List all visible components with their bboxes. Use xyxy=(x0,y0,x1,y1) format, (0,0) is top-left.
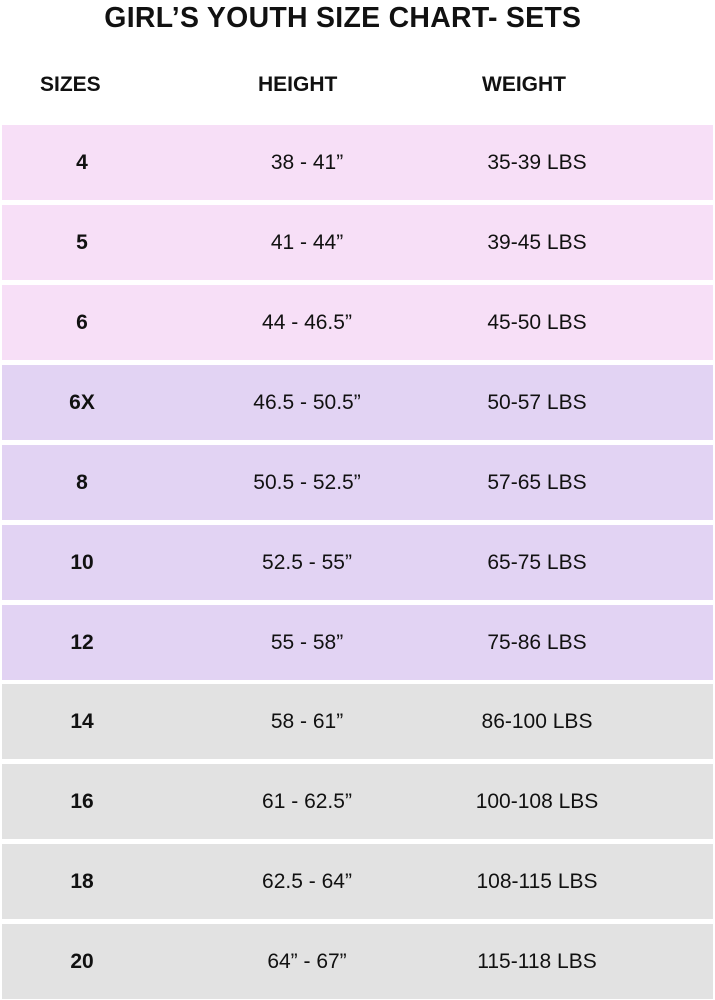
page-title: GIRL’S YOUTH SIZE CHART- SETS xyxy=(104,2,582,34)
weight-cell: 115-118 LBS xyxy=(477,950,597,973)
weight-cell: 45-50 LBS xyxy=(487,311,587,334)
table-row: 20 64” - 67” 115-118 LBS xyxy=(2,924,713,999)
table-row: 16 61 - 62.5” 100-108 LBS xyxy=(2,764,713,839)
weight-cell: 50-57 LBS xyxy=(487,391,587,414)
table-row: 14 58 - 61” 86-100 LBS xyxy=(2,684,713,759)
header-weight: WEIGHT xyxy=(482,73,566,96)
table-row: 10 52.5 - 55” 65-75 LBS xyxy=(2,525,713,600)
height-cell: 41 - 44” xyxy=(270,231,344,254)
height-cell: 62.5 - 64” xyxy=(262,870,352,893)
weight-cell: 39-45 LBS xyxy=(487,231,587,254)
size-cell: 6X xyxy=(69,391,95,414)
weight-cell: 75-86 LBS xyxy=(487,631,587,654)
weight-cell: 100-108 LBS xyxy=(475,790,599,813)
size-cell: 14 xyxy=(70,710,94,733)
weight-cell: 108-115 LBS xyxy=(476,870,598,893)
weight-cell: 57-65 LBS xyxy=(487,471,587,494)
weight-cell: 65-75 LBS xyxy=(487,551,587,574)
size-cell: 10 xyxy=(70,551,94,574)
table-row: 4 38 - 41” 35-39 LBS xyxy=(2,125,713,200)
height-cell: 61 - 62.5” xyxy=(262,790,352,813)
height-cell: 46.5 - 50.5” xyxy=(253,391,361,414)
table-row: 12 55 - 58” 75-86 LBS xyxy=(2,605,713,680)
height-cell: 64” - 67” xyxy=(267,950,347,973)
height-cell: 58 - 61” xyxy=(270,710,344,733)
table-row: 8 50.5 - 52.5” 57-65 LBS xyxy=(2,445,713,520)
height-cell: 44 - 46.5” xyxy=(262,311,352,334)
weight-cell: 35-39 LBS xyxy=(487,151,587,174)
size-cell: 12 xyxy=(70,631,94,654)
table-row: 6 44 - 46.5” 45-50 LBS xyxy=(2,285,713,360)
table-row: 5 41 - 44” 39-45 LBS xyxy=(2,205,713,280)
size-cell: 6 xyxy=(76,311,88,334)
header-sizes: SIZES xyxy=(40,73,101,96)
table-row: 18 62.5 - 64” 108-115 LBS xyxy=(2,844,713,919)
height-cell: 52.5 - 55” xyxy=(262,551,352,574)
size-cell: 16 xyxy=(70,790,94,813)
size-cell: 18 xyxy=(70,870,94,893)
size-cell: 20 xyxy=(70,950,94,973)
size-cell: 8 xyxy=(76,471,88,494)
table-row: 6X 46.5 - 50.5” 50-57 LBS xyxy=(2,365,713,440)
height-cell: 55 - 58” xyxy=(270,631,344,654)
height-cell: 38 - 41” xyxy=(270,151,344,174)
height-cell: 50.5 - 52.5” xyxy=(253,471,361,494)
size-cell: 5 xyxy=(76,231,88,254)
weight-cell: 86-100 LBS xyxy=(481,710,593,733)
size-cell: 4 xyxy=(76,151,88,174)
header-height: HEIGHT xyxy=(258,73,338,96)
